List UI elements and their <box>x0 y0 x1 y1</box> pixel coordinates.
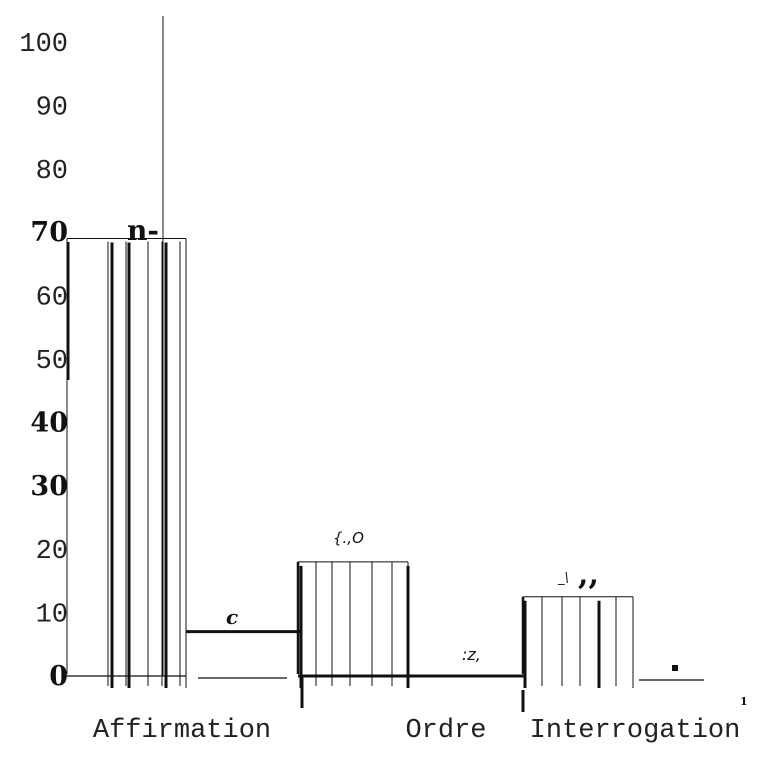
y-tick-label-20: 20 <box>36 537 68 567</box>
bar-interrogation <box>521 596 634 688</box>
y-tick-label-80: 80 <box>36 157 68 187</box>
y-tick-label-40: 40 <box>30 407 68 438</box>
category-label-affirmation: Affirmation <box>93 716 271 746</box>
bar-affirmation <box>66 16 187 688</box>
bars <box>66 16 634 688</box>
bar-ordre <box>296 561 410 688</box>
category-label-interrogation: Interrogation <box>530 716 741 746</box>
annotation-brace: {.,O <box>333 529 364 547</box>
dot-marker <box>672 665 678 671</box>
connectors <box>64 630 704 712</box>
annotation-z: :z, <box>462 645 481 664</box>
y-tick-label-70: 70 <box>30 217 68 248</box>
y-tick-label-50: 50 <box>36 347 68 377</box>
annotation-underscore: _\ <box>557 571 569 586</box>
y-tick-label-100: 100 <box>19 30 68 60</box>
category-labels: Affirmation Ordre Interrogation <box>93 716 740 746</box>
y-tick-label-90: 90 <box>36 93 68 123</box>
y-tick-label-30: 30 <box>30 471 68 502</box>
annotation-c: c <box>226 605 238 629</box>
y-tick-label-10: 10 <box>36 601 68 631</box>
annotation-commas: ,, <box>578 557 599 592</box>
y-tick-label-60: 60 <box>36 284 68 314</box>
category-label-ordre: Ordre <box>405 716 486 746</box>
annotation-n: n- <box>127 214 159 247</box>
annotation-one: 1 <box>740 695 748 708</box>
y-axis: 0 10 20 30 40 50 60 70 80 90 100 <box>19 30 68 692</box>
y-tick-label-0: 0 <box>49 661 68 692</box>
